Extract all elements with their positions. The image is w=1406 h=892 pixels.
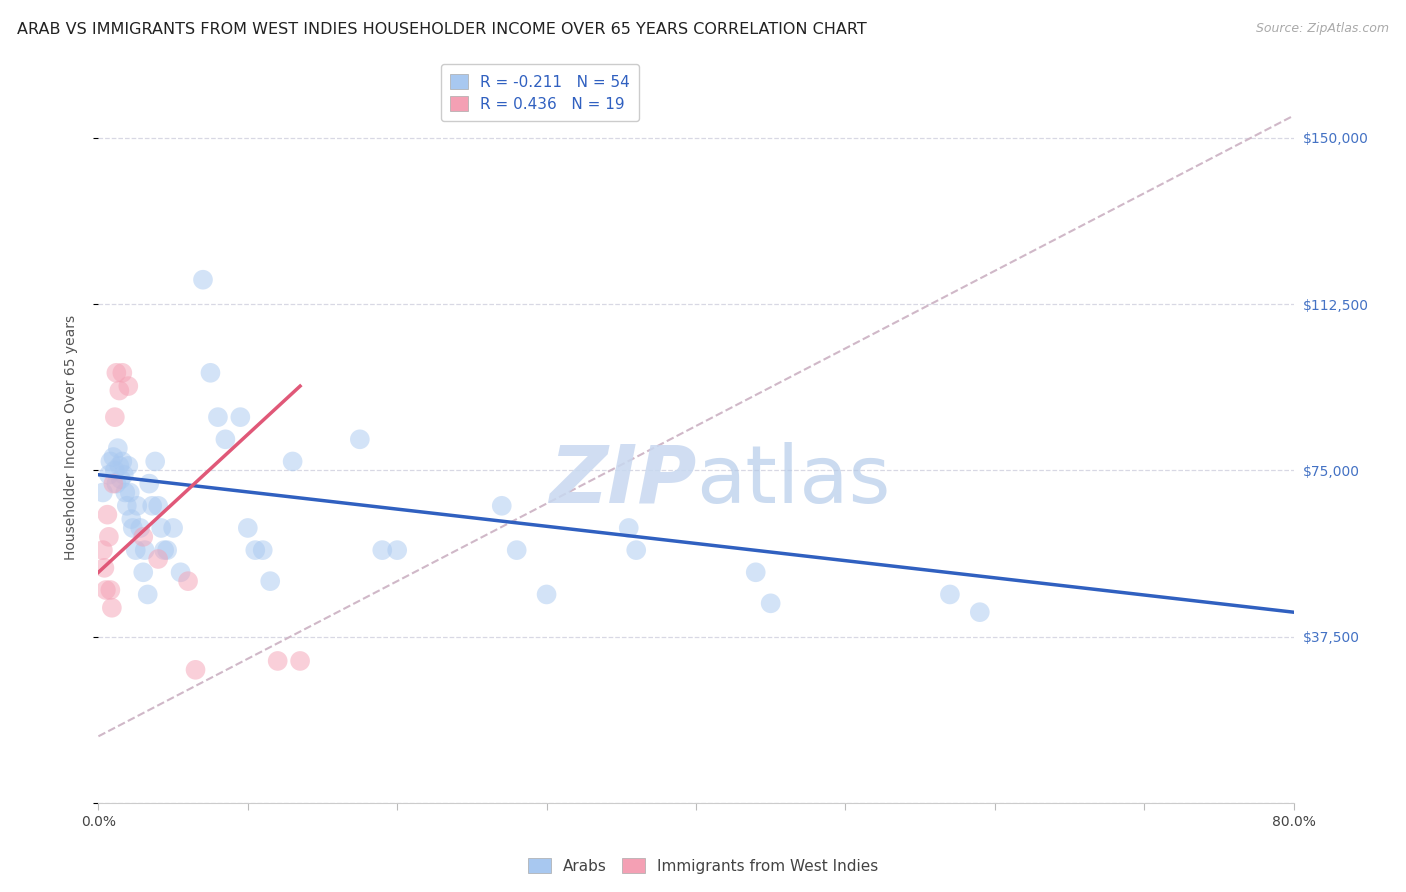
Point: [491, 499, 513, 513]
Point: [103, 476, 125, 491]
Point: [121, 521, 143, 535]
Point: [745, 566, 768, 580]
Point: [136, 587, 159, 601]
Point: [349, 432, 371, 446]
Point: [112, 467, 135, 482]
Point: [259, 574, 281, 589]
Point: [617, 521, 640, 535]
Point: [148, 499, 170, 513]
Point: [104, 410, 127, 425]
Point: [120, 512, 142, 526]
Point: [371, 543, 394, 558]
Point: [117, 379, 139, 393]
Point: [93, 561, 115, 575]
Point: [91, 543, 114, 558]
Point: [626, 543, 648, 558]
Point: [91, 485, 114, 500]
Point: [96, 508, 118, 522]
Point: [111, 454, 134, 468]
Point: [107, 441, 129, 455]
Text: ARAB VS IMMIGRANTS FROM WEST INDIES HOUSEHOLDER INCOME OVER 65 YEARS CORRELATION: ARAB VS IMMIGRANTS FROM WEST INDIES HOUS…: [17, 22, 866, 37]
Point: [245, 543, 267, 558]
Point: [104, 463, 127, 477]
Point: [184, 663, 207, 677]
Point: [110, 472, 132, 486]
Y-axis label: Householder Income Over 65 years: Householder Income Over 65 years: [63, 315, 77, 559]
Point: [148, 552, 170, 566]
Point: [108, 458, 131, 473]
Point: [236, 521, 259, 535]
Point: [94, 582, 117, 597]
Point: [156, 543, 179, 558]
Point: [103, 450, 125, 464]
Point: [101, 600, 124, 615]
Point: [132, 566, 155, 580]
Point: [177, 574, 200, 589]
Point: [229, 410, 252, 425]
Point: [281, 454, 304, 468]
Point: [385, 543, 409, 558]
Point: [143, 454, 166, 468]
Point: [114, 485, 136, 500]
Legend: Arabs, Immigrants from West Indies: Arabs, Immigrants from West Indies: [522, 852, 884, 880]
Point: [141, 499, 163, 513]
Point: [200, 366, 222, 380]
Point: [98, 582, 122, 597]
Point: [939, 587, 962, 601]
Point: [134, 543, 156, 558]
Legend: R = -0.211   N = 54, R = 0.436   N = 19: R = -0.211 N = 54, R = 0.436 N = 19: [440, 64, 640, 120]
Point: [108, 384, 131, 398]
Point: [105, 476, 128, 491]
Text: ZIP: ZIP: [548, 442, 696, 520]
Point: [506, 543, 529, 558]
Point: [98, 454, 122, 468]
Point: [288, 654, 311, 668]
Point: [115, 499, 138, 513]
Point: [150, 521, 173, 535]
Point: [191, 273, 214, 287]
Text: Source: ZipAtlas.com: Source: ZipAtlas.com: [1256, 22, 1389, 36]
Point: [97, 530, 120, 544]
Point: [267, 654, 290, 668]
Point: [969, 605, 991, 619]
Point: [127, 499, 149, 513]
Point: [129, 521, 152, 535]
Point: [138, 476, 160, 491]
Point: [169, 566, 191, 580]
Point: [132, 530, 155, 544]
Point: [117, 458, 139, 473]
Point: [105, 366, 128, 380]
Text: atlas: atlas: [696, 442, 890, 520]
Point: [125, 543, 148, 558]
Point: [118, 485, 141, 500]
Point: [207, 410, 229, 425]
Point: [252, 543, 274, 558]
Point: [153, 543, 176, 558]
Point: [162, 521, 184, 535]
Point: [214, 432, 236, 446]
Point: [97, 467, 120, 482]
Point: [111, 366, 134, 380]
Point: [536, 587, 558, 601]
Point: [759, 596, 782, 610]
